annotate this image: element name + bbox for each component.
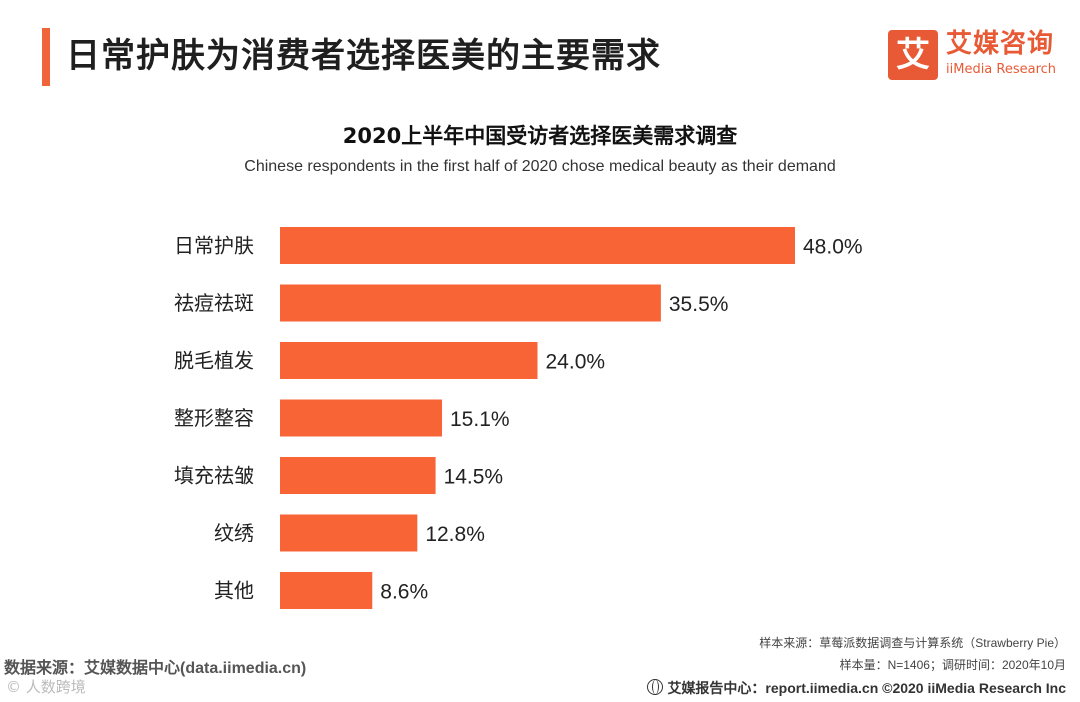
category-label: 纹绣 — [214, 521, 254, 545]
data-source: 数据来源：艾媒数据中心(data.iimedia.cn) — [4, 660, 307, 677]
watermark: © 人数跨境 — [6, 678, 86, 696]
value-label: 12.8% — [425, 523, 485, 546]
category-label: 整形整容 — [174, 406, 254, 430]
brand-logo: 艾 艾媒咨询 iiMedia Research — [888, 28, 1068, 84]
chart-title: 2020上半年中国受访者选择医美需求调查 — [342, 124, 738, 148]
value-label: 14.5% — [444, 466, 504, 489]
value-label: 48.0% — [803, 236, 863, 259]
sample-meta: 样本量：N=1406；调研时间：2020年10月 — [839, 658, 1066, 672]
value-label: 8.6% — [380, 581, 428, 604]
report-center: 艾媒报告中心：report.iimedia.cn ©2020 iiMedia R… — [647, 678, 1066, 698]
category-label: 脱毛植发 — [174, 349, 254, 373]
sample-source: 样本来源：草莓派数据调查与计算系统（Strawberry Pie） — [759, 636, 1066, 650]
bar — [280, 457, 436, 494]
logo-mark-icon: 艾 — [888, 30, 938, 80]
logo-name-cn: 艾媒咨询 — [946, 29, 1055, 59]
value-label: 24.0% — [546, 351, 606, 374]
bar — [280, 284, 661, 322]
category-label: 祛痘祛斑 — [174, 291, 254, 315]
bar — [280, 572, 373, 609]
category-label: 日常护肤 — [174, 234, 254, 258]
category-label: 其他 — [214, 579, 254, 603]
globe-icon — [647, 679, 664, 695]
page-title: 日常护肤为消费者选择医美的主要需求 — [66, 36, 661, 76]
logo-name-en: iiMedia Research — [946, 62, 1057, 77]
category-label: 填充祛皱 — [174, 464, 254, 488]
bar — [280, 514, 418, 552]
title-accent-bar — [42, 28, 50, 86]
value-label: 15.1% — [450, 408, 510, 431]
bar — [280, 227, 795, 264]
bar — [280, 399, 443, 437]
report-center-text: 艾媒报告中心：report.iimedia.cn ©2020 iiMedia R… — [667, 680, 1066, 696]
bar — [280, 342, 538, 379]
bar-chart: 日常护肤 48.0% 祛痘祛斑 35.5% 脱毛植发 24.0% 整形整容 15.1% 填充祛皱… — [174, 227, 863, 609]
chart-subtitle: Chinese respondents in the first half of… — [244, 158, 836, 175]
value-label: 35.5% — [669, 293, 729, 316]
